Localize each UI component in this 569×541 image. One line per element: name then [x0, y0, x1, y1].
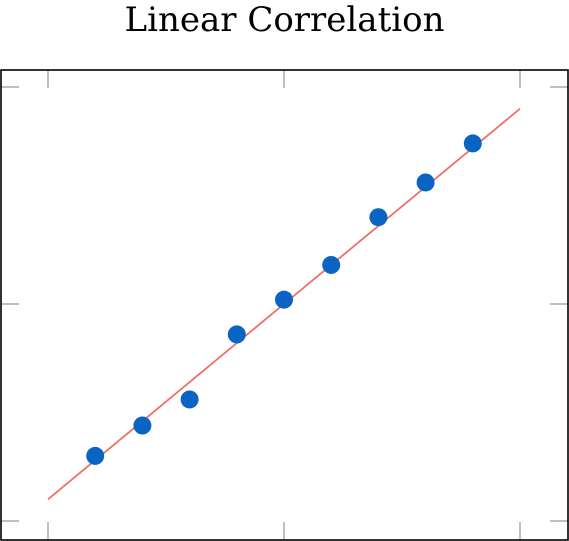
data-point [227, 325, 246, 344]
data-point [463, 134, 482, 153]
plot-frame [0, 69, 569, 541]
data-point [322, 255, 341, 274]
axis-ticks [1, 70, 568, 540]
data-point [416, 173, 435, 192]
data-point [369, 208, 388, 227]
data-point [180, 390, 199, 409]
data-point [133, 416, 152, 435]
data-point [275, 290, 293, 309]
data-points [86, 134, 482, 465]
chart-title: Linear Correlation [124, 0, 445, 40]
data-point [86, 446, 105, 465]
